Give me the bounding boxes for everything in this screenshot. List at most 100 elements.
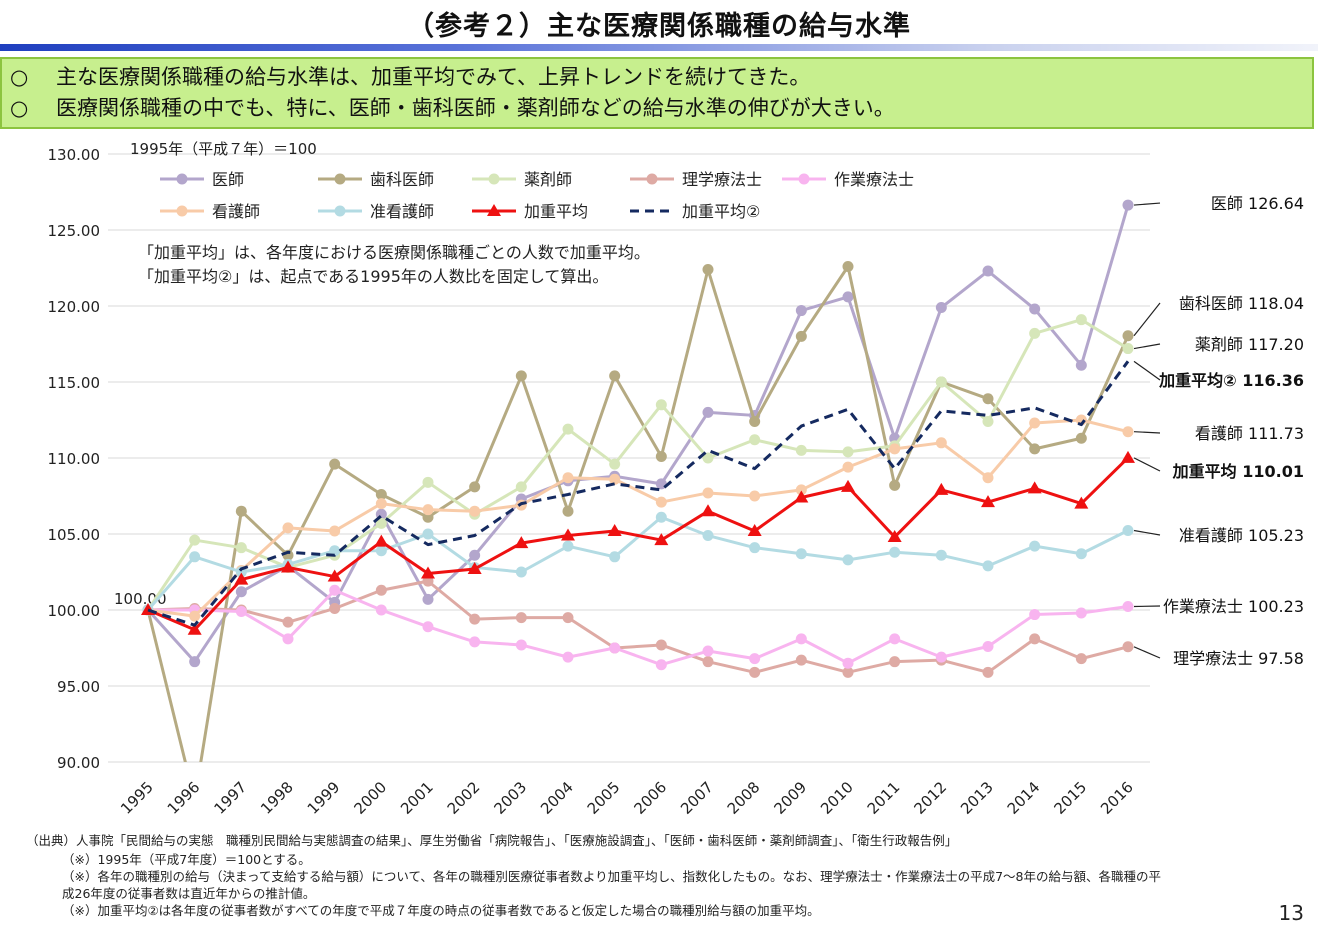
data-point (749, 666, 761, 678)
data-point (609, 370, 621, 382)
data-point (1122, 641, 1134, 653)
data-point (1029, 327, 1041, 339)
data-point (515, 481, 527, 493)
data-point (375, 488, 387, 500)
series-作業療法士 (142, 584, 1134, 671)
series-歯科医師 (142, 260, 1134, 762)
y-tick-label: 130.00 (48, 146, 101, 164)
data-point (514, 536, 529, 549)
x-tick-label: 2011 (864, 778, 904, 818)
data-point (562, 540, 574, 552)
data-point (235, 586, 247, 598)
data-point (1029, 633, 1041, 645)
data-point (609, 473, 621, 485)
data-point (646, 173, 658, 185)
data-point (607, 523, 622, 536)
leader-line (1133, 457, 1161, 472)
circle-bullet-icon: ○ (10, 96, 29, 120)
leader-line (1133, 343, 1161, 350)
leader-line (1133, 202, 1161, 206)
data-point (889, 443, 901, 455)
data-point (1121, 450, 1135, 463)
data-point (982, 560, 994, 572)
data-point (374, 534, 389, 547)
leader-line (1133, 360, 1161, 381)
data-point (422, 476, 434, 488)
data-point (176, 205, 188, 217)
end-value-label: 看護師 111.73 (1195, 424, 1304, 443)
data-point (982, 416, 994, 428)
leader-line (1133, 646, 1161, 659)
legend-item: 理学療法士 (630, 170, 762, 189)
data-point (798, 173, 810, 185)
data-point (515, 639, 527, 651)
data-point (329, 584, 341, 596)
x-tick-label: 1999 (304, 778, 344, 818)
data-point (889, 633, 901, 645)
x-tick-label: 2000 (350, 778, 390, 818)
data-point (235, 505, 247, 517)
base-note: 1995年（平成７年）＝100 (130, 140, 317, 158)
data-point (469, 613, 481, 625)
summary-text: 医療関係職種の中でも、特に、医師・歯科医師・薬剤師などの給与水準の伸びが大きい。 (56, 96, 895, 120)
data-point (282, 616, 294, 628)
data-point (749, 490, 761, 502)
data-point (189, 534, 201, 546)
data-point (329, 458, 341, 470)
page-number: 13 (1278, 901, 1304, 925)
x-tick-label: 2004 (537, 778, 577, 818)
data-point (655, 496, 667, 508)
series-line (146, 318, 1129, 611)
source-note: （出典）人事院「民間給与の実態 職種別民間給与実態調査の結果」、厚生労働省「病院… (26, 833, 958, 848)
leader-line (1133, 605, 1161, 608)
data-point (794, 490, 809, 503)
salary-index-line-chart: 90.00 95.00 100.00 105.00 110.00 115.00 120.00… (48, 140, 1305, 818)
chart-annotation: 「加重平均②」は、起点である1995年の人数比を固定して算出。 (138, 267, 608, 286)
x-tick-label: 2014 (1004, 778, 1044, 818)
data-point (1122, 343, 1134, 355)
data-point (702, 264, 714, 276)
series-line (146, 264, 1130, 762)
legend-label: 理学療法士 (682, 170, 762, 189)
series-准看護師 (142, 511, 1134, 616)
data-point (281, 560, 295, 573)
data-point (795, 484, 807, 496)
footnote: 成26年度の従事者数は直近年からの推計値。 (62, 886, 316, 901)
y-tick-label: 120.00 (48, 298, 101, 316)
data-point (1029, 540, 1041, 552)
data-point (375, 498, 387, 510)
data-point (562, 505, 574, 517)
data-point (889, 546, 901, 558)
data-point (702, 645, 714, 657)
y-tick-label: 115.00 (48, 374, 101, 392)
x-tick-label: 2009 (770, 778, 810, 818)
x-tick-label: 1995 (117, 778, 157, 818)
page-title: （参考２）主な医療関係職種の給与水準 (407, 11, 911, 42)
footnote: （※）1995年（平成7年度）＝100とする。 (62, 852, 311, 867)
data-point (562, 612, 574, 624)
data-point (187, 622, 202, 635)
data-point (701, 504, 715, 517)
data-point (562, 423, 574, 435)
legend-label: 准看護師 (370, 202, 434, 221)
data-point (702, 656, 714, 668)
data-point (469, 549, 481, 561)
data-point (1122, 330, 1134, 342)
data-point (749, 434, 761, 446)
data-point (375, 517, 387, 529)
x-tick-label: 2013 (957, 778, 997, 818)
data-point (935, 549, 947, 561)
data-point (1075, 314, 1087, 326)
data-point (609, 551, 621, 563)
end-value-label: 作業療法士 100.23 (1163, 597, 1304, 616)
data-point (1075, 432, 1087, 444)
summary-line-2: ○ 医療関係職種の中でも、特に、医師・歯科医師・薬剤師などの給与水準の伸びが大きい… (10, 93, 1312, 124)
data-point (562, 472, 574, 484)
data-point (469, 505, 481, 517)
data-point (329, 602, 341, 614)
data-point (889, 479, 901, 491)
data-point (655, 659, 667, 671)
end-label-歯科医師: 歯科医師 118.04 (1133, 294, 1304, 337)
data-point (842, 291, 854, 303)
data-point (935, 376, 947, 388)
